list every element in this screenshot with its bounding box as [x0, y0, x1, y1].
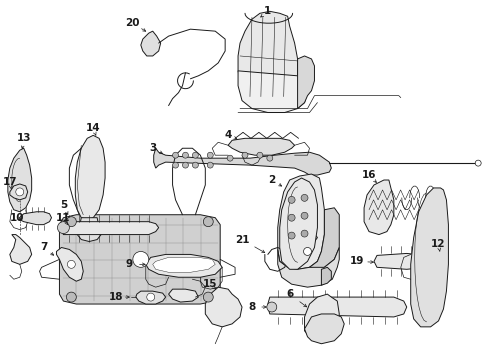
Text: 3: 3	[149, 143, 156, 153]
Circle shape	[267, 302, 277, 312]
Circle shape	[133, 251, 149, 267]
Circle shape	[182, 152, 189, 158]
Text: 4: 4	[224, 130, 232, 140]
Text: 18: 18	[109, 292, 123, 302]
Polygon shape	[10, 235, 32, 264]
Text: 17: 17	[2, 177, 17, 187]
Circle shape	[207, 152, 213, 158]
Polygon shape	[153, 257, 215, 272]
Text: 21: 21	[235, 234, 249, 244]
Text: 6: 6	[286, 289, 294, 299]
Text: 7: 7	[40, 243, 47, 252]
Polygon shape	[374, 253, 431, 269]
Text: 11: 11	[56, 213, 71, 223]
Text: 10: 10	[9, 213, 24, 223]
Circle shape	[57, 222, 70, 234]
Polygon shape	[59, 215, 220, 304]
Text: 13: 13	[17, 133, 31, 143]
Polygon shape	[20, 212, 51, 225]
Polygon shape	[290, 231, 318, 244]
Circle shape	[68, 260, 75, 268]
Circle shape	[172, 152, 178, 158]
Text: 19: 19	[350, 256, 365, 266]
Circle shape	[301, 230, 308, 237]
Text: 14: 14	[86, 123, 100, 134]
Circle shape	[66, 292, 76, 302]
Polygon shape	[238, 71, 308, 113]
Circle shape	[475, 160, 481, 166]
Polygon shape	[278, 247, 339, 287]
Text: 16: 16	[362, 170, 376, 180]
Circle shape	[257, 152, 263, 158]
Polygon shape	[146, 255, 222, 277]
Polygon shape	[280, 178, 318, 269]
Polygon shape	[141, 31, 161, 56]
Circle shape	[288, 196, 295, 203]
Circle shape	[66, 217, 76, 227]
Circle shape	[303, 247, 312, 255]
Polygon shape	[305, 294, 339, 341]
Text: 20: 20	[125, 18, 140, 28]
Circle shape	[172, 162, 178, 168]
Polygon shape	[8, 148, 32, 212]
Circle shape	[193, 162, 198, 168]
Circle shape	[267, 155, 273, 161]
Circle shape	[288, 232, 295, 239]
Circle shape	[147, 293, 155, 301]
Polygon shape	[61, 222, 159, 235]
Circle shape	[207, 162, 213, 168]
Polygon shape	[75, 135, 105, 220]
Circle shape	[193, 152, 198, 158]
Polygon shape	[205, 287, 242, 327]
Text: 9: 9	[125, 259, 132, 269]
Polygon shape	[10, 184, 28, 200]
Circle shape	[288, 214, 295, 221]
Polygon shape	[77, 218, 101, 242]
Polygon shape	[364, 180, 394, 235]
Text: 12: 12	[431, 239, 446, 249]
Circle shape	[242, 152, 248, 158]
Text: 1: 1	[264, 6, 271, 16]
Circle shape	[301, 194, 308, 201]
Polygon shape	[238, 11, 297, 99]
Circle shape	[203, 217, 213, 227]
Polygon shape	[411, 188, 448, 327]
Polygon shape	[268, 297, 407, 317]
Circle shape	[16, 188, 24, 196]
Polygon shape	[310, 208, 339, 269]
Polygon shape	[305, 314, 344, 344]
Text: 15: 15	[203, 279, 218, 289]
Polygon shape	[321, 267, 331, 285]
Circle shape	[301, 212, 308, 219]
Circle shape	[227, 155, 233, 161]
Text: 8: 8	[248, 302, 256, 312]
Polygon shape	[297, 56, 315, 109]
Circle shape	[203, 292, 213, 302]
Polygon shape	[169, 289, 198, 302]
Text: 2: 2	[268, 175, 275, 185]
Polygon shape	[154, 148, 331, 175]
Polygon shape	[56, 247, 83, 281]
Polygon shape	[278, 174, 324, 269]
Polygon shape	[136, 291, 166, 304]
Polygon shape	[228, 138, 294, 155]
Circle shape	[182, 162, 189, 168]
Text: 5: 5	[60, 200, 67, 210]
